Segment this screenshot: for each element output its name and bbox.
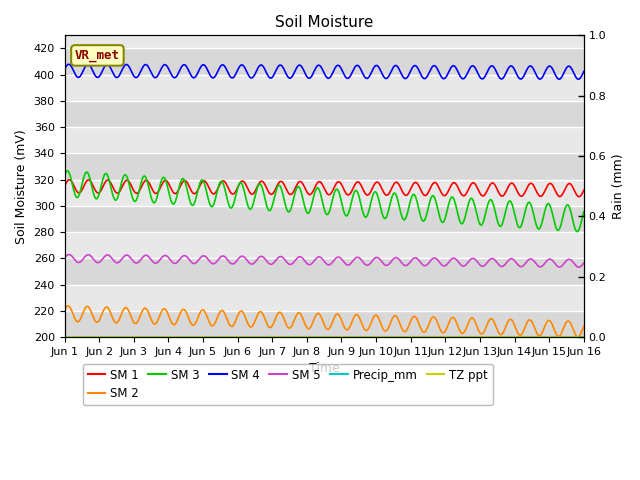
Bar — [65, 101, 584, 127]
Bar — [65, 206, 584, 232]
Y-axis label: Soil Moisture (mV): Soil Moisture (mV) — [15, 129, 28, 244]
Bar — [65, 232, 584, 258]
Bar — [65, 258, 584, 285]
Y-axis label: Rain (mm): Rain (mm) — [612, 154, 625, 219]
Bar — [65, 48, 584, 75]
Bar — [65, 180, 584, 206]
Bar — [65, 285, 584, 311]
Legend: SM 1, SM 2, SM 3, SM 4, SM 5, Precip_mm, TZ ppt: SM 1, SM 2, SM 3, SM 4, SM 5, Precip_mm,… — [83, 364, 493, 405]
Title: Soil Moisture: Soil Moisture — [275, 15, 373, 30]
Text: VR_met: VR_met — [75, 49, 120, 62]
Bar — [65, 154, 584, 180]
Bar — [65, 75, 584, 101]
Bar — [65, 127, 584, 154]
X-axis label: Time: Time — [309, 362, 340, 375]
Bar — [65, 311, 584, 337]
